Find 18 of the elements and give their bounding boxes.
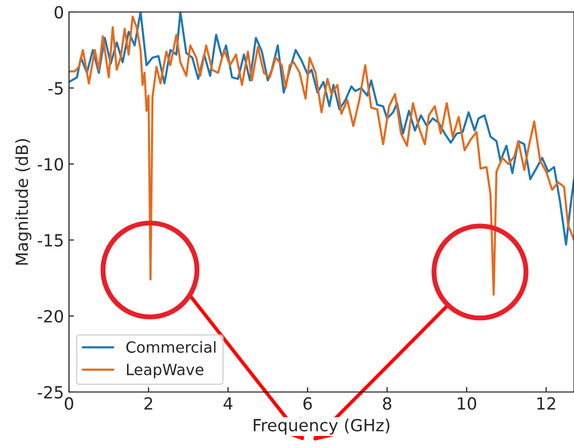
x-axis-title: Frequency (GHz)	[254, 418, 390, 435]
x-tick-label: 2	[144, 397, 152, 410]
y-tick-label: 0	[54, 6, 64, 19]
y-axis-title: Magnitude (dB)	[15, 139, 32, 265]
x-tick-label: 12	[537, 397, 556, 410]
y-tick-label: -20	[38, 310, 64, 323]
x-tick-label: 6	[303, 397, 312, 410]
y-tick-label: -15	[38, 234, 63, 247]
x-tick-label: 4	[224, 397, 232, 410]
x-tick-label: 0	[64, 397, 74, 410]
legend-label: LeapWave	[127, 364, 204, 378]
y-tick-label: -5	[48, 82, 63, 95]
y-tick-label: -25	[38, 386, 63, 399]
x-tick-label: 8	[382, 397, 392, 410]
legend-label: Commercial	[126, 341, 216, 353]
x-tick-label: 10	[458, 397, 476, 410]
line-series	[69, 16, 574, 296]
y-tick-label: -10	[38, 158, 64, 171]
